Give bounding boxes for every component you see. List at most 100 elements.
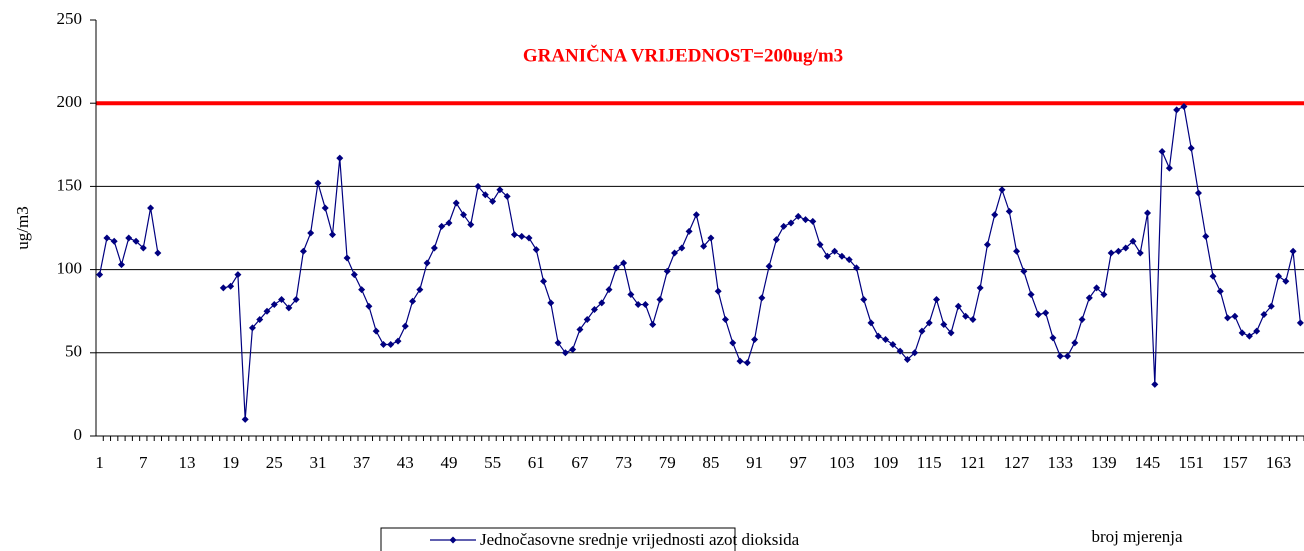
point-marker — [299, 247, 307, 255]
x-tick-label: 7 — [139, 453, 148, 472]
point-marker — [358, 286, 366, 294]
point-marker — [612, 264, 620, 272]
point-marker — [954, 302, 962, 310]
y-tick-label: 0 — [74, 425, 83, 444]
point-marker — [838, 252, 846, 260]
point-marker — [663, 267, 671, 275]
point-marker — [1013, 247, 1021, 255]
x-tick-label: 79 — [659, 453, 676, 472]
x-tick-label: 73 — [615, 453, 632, 472]
point-marker — [678, 244, 686, 252]
point-marker — [1078, 316, 1086, 324]
point-marker — [248, 324, 256, 332]
point-marker — [671, 249, 679, 257]
point-marker — [1194, 189, 1202, 197]
point-marker — [387, 340, 395, 348]
point-marker — [489, 197, 497, 205]
point-marker — [940, 321, 948, 329]
point-marker — [751, 335, 759, 343]
point-marker — [256, 316, 264, 324]
point-marker — [1165, 164, 1173, 172]
point-marker — [117, 261, 125, 269]
point-marker — [823, 252, 831, 260]
x-axis-label: broj mjerenja — [1091, 527, 1183, 546]
point-marker — [765, 262, 773, 270]
point-marker — [430, 244, 438, 252]
point-marker — [154, 249, 162, 257]
point-marker — [1049, 334, 1057, 342]
point-marker — [787, 219, 795, 227]
point-marker — [1085, 294, 1093, 302]
point-marker — [1005, 207, 1013, 215]
point-marker — [445, 219, 453, 227]
point-marker — [379, 340, 387, 348]
point-marker — [816, 241, 824, 249]
point-marker — [1238, 329, 1246, 337]
point-marker — [1107, 249, 1115, 257]
point-marker — [452, 199, 460, 207]
point-marker — [685, 227, 693, 235]
point-marker — [976, 284, 984, 292]
x-tick-label: 145 — [1135, 453, 1161, 472]
x-tick-label: 61 — [528, 453, 545, 472]
point-marker — [518, 232, 526, 240]
point-marker — [278, 296, 286, 304]
x-tick-label: 55 — [484, 453, 501, 472]
point-marker — [1275, 272, 1283, 280]
point-marker — [350, 271, 358, 279]
x-tick-label: 109 — [873, 453, 899, 472]
point-marker — [147, 204, 155, 212]
point-marker — [700, 242, 708, 250]
point-marker — [903, 355, 911, 363]
point-marker — [394, 337, 402, 345]
point-marker — [925, 319, 933, 327]
x-tick-label: 139 — [1091, 453, 1117, 472]
point-marker — [496, 186, 504, 194]
point-marker — [314, 179, 322, 187]
point-marker — [882, 335, 890, 343]
point-marker — [860, 296, 868, 304]
point-marker — [874, 332, 882, 340]
point-marker — [110, 237, 118, 245]
point-marker — [743, 359, 751, 367]
x-tick-label: 157 — [1222, 453, 1248, 472]
point-marker — [510, 231, 518, 239]
point-marker — [794, 212, 802, 220]
point-marker — [627, 291, 635, 299]
x-tick-label: 103 — [829, 453, 855, 472]
x-tick-label: 91 — [746, 453, 763, 472]
point-marker — [132, 237, 140, 245]
point-marker — [1093, 284, 1101, 292]
point-marker — [1245, 332, 1253, 340]
point-marker — [983, 241, 991, 249]
point-marker — [241, 415, 249, 423]
point-marker — [321, 204, 329, 212]
point-marker — [772, 236, 780, 244]
point-marker — [947, 329, 955, 337]
y-tick-label: 150 — [57, 175, 83, 194]
legend-marker — [449, 536, 457, 544]
x-tick-label: 49 — [440, 453, 457, 472]
x-tick-label: 67 — [571, 453, 589, 472]
point-marker — [219, 284, 227, 292]
point-marker — [292, 296, 300, 304]
point-marker — [780, 222, 788, 230]
y-tick-label: 250 — [57, 9, 83, 28]
point-marker — [540, 277, 548, 285]
point-marker — [714, 287, 722, 295]
point-marker — [896, 347, 904, 355]
point-marker — [263, 307, 271, 315]
point-marker — [285, 304, 293, 312]
point-marker — [459, 211, 467, 219]
x-tick-label: 151 — [1178, 453, 1204, 472]
point-marker — [590, 306, 598, 314]
x-tick-label: 1 — [95, 453, 104, 472]
point-marker — [634, 301, 642, 309]
point-marker — [336, 154, 344, 162]
point-marker — [998, 186, 1006, 194]
legend-label: Jednočasovne srednje vrijednosti azot di… — [480, 530, 800, 549]
point-marker — [605, 286, 613, 294]
point-marker — [933, 296, 941, 304]
point-marker — [270, 301, 278, 309]
